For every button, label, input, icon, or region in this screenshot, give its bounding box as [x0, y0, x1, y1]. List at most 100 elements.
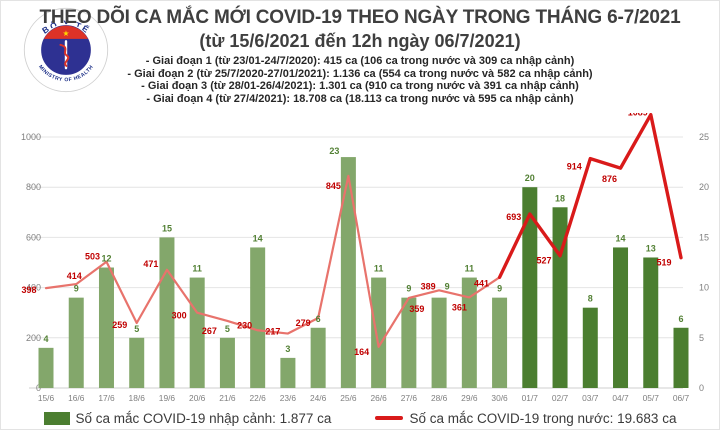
logo-snake-icon: [59, 43, 70, 67]
svg-text:5: 5: [699, 333, 704, 343]
svg-text:10: 10: [699, 283, 709, 293]
svg-text:279: 279: [296, 318, 311, 328]
logo-star-icon: ★: [63, 29, 70, 38]
svg-text:398: 398: [21, 285, 36, 295]
svg-text:693: 693: [506, 212, 521, 222]
svg-text:18: 18: [555, 193, 565, 203]
svg-text:20: 20: [525, 173, 535, 183]
svg-text:300: 300: [172, 311, 187, 321]
stage-3-summary: - Giai đoạn 3 (từ 28/01-26/4/2021): 1.30…: [141, 80, 579, 92]
stage-4-summary: - Giai đoạn 4 (từ 27/4/2021): 18.708 ca …: [146, 92, 574, 105]
imported-cases-swatch-icon: [43, 411, 70, 425]
svg-text:389: 389: [421, 281, 436, 291]
svg-text:9: 9: [497, 284, 502, 294]
svg-text:471: 471: [143, 259, 158, 269]
svg-text:503: 503: [85, 252, 100, 262]
svg-text:4: 4: [43, 334, 48, 344]
svg-text:14: 14: [616, 233, 626, 243]
svg-text:22/6: 22/6: [250, 393, 267, 403]
svg-text:600: 600: [26, 232, 41, 242]
logo-flag-segment: [43, 25, 89, 39]
svg-text:9: 9: [445, 282, 450, 292]
legend-imported-label: Số ca mắc COVID-19 nhập cảnh: 1.877 ca: [75, 410, 332, 426]
svg-text:13: 13: [646, 243, 656, 253]
svg-text:519: 519: [656, 258, 671, 268]
svg-text:03/7: 03/7: [582, 393, 599, 403]
svg-text:11: 11: [374, 264, 384, 274]
svg-text:06/7: 06/7: [673, 393, 690, 403]
svg-text:15/6: 15/6: [38, 393, 55, 403]
svg-text:25/6: 25/6: [340, 393, 357, 403]
svg-text:8: 8: [588, 294, 593, 304]
stage-1-summary: - Giai đoạn 1 (từ 23/01-24/7/2020): 415 …: [145, 55, 575, 67]
svg-text:9: 9: [406, 284, 411, 294]
svg-text:20: 20: [699, 182, 709, 192]
domestic-cases-swatch-icon: [375, 416, 404, 420]
svg-text:26/6: 26/6: [370, 393, 387, 403]
svg-text:267: 267: [202, 326, 217, 336]
svg-text:800: 800: [26, 182, 41, 192]
svg-text:230: 230: [237, 320, 252, 330]
chart-legend: Số ca mắc COVID-19 nhập cảnh: 1.877 ca S…: [1, 407, 719, 429]
svg-text:414: 414: [67, 271, 82, 281]
svg-text:29/6: 29/6: [461, 393, 478, 403]
svg-text:876: 876: [602, 174, 617, 184]
legend-domestic-cases: Số ca mắc COVID-19 trong nước: 19.683 ca: [375, 411, 676, 426]
svg-text:30/6: 30/6: [491, 393, 508, 403]
svg-text:24/6: 24/6: [310, 393, 327, 403]
covid-daily-cases-chart: 0 200 400 600 800 1000 0 5 10 15 20 25 15/6 16/6 17/6 1…: [21, 113, 709, 403]
svg-text:15: 15: [162, 223, 172, 233]
legend-domestic-label: Số ca mắc COVID-19 trong nước: 19.683 ca: [409, 410, 677, 426]
svg-text:11: 11: [465, 264, 475, 274]
svg-text:19/6: 19/6: [159, 393, 176, 403]
svg-text:845: 845: [326, 181, 341, 191]
svg-text:20/6: 20/6: [189, 393, 206, 403]
header: THEO DÕI CA MẮC MỚI COVID-19 THEO NGÀY T…: [1, 7, 719, 105]
svg-text:25: 25: [699, 132, 709, 142]
page-title: THEO DÕI CA MẮC MỚI COVID-19 THEO NGÀY T…: [39, 7, 681, 28]
svg-text:5: 5: [134, 324, 139, 334]
svg-text:0: 0: [36, 383, 41, 393]
svg-text:1000: 1000: [21, 132, 41, 142]
svg-text:527: 527: [537, 256, 552, 266]
svg-text:5: 5: [225, 324, 230, 334]
legend-imported-cases: Số ca mắc COVID-19 nhập cảnh: 1.877 ca: [43, 410, 332, 426]
svg-text:15: 15: [699, 232, 709, 242]
svg-text:05/7: 05/7: [643, 393, 660, 403]
svg-text:11: 11: [192, 264, 202, 274]
svg-text:17/6: 17/6: [98, 393, 115, 403]
svg-text:12: 12: [101, 254, 111, 264]
svg-text:23: 23: [329, 146, 339, 156]
stage-2-summary: - Giai đoạn 2 (từ 25/7/2020-27/01/2021):…: [127, 67, 593, 80]
ministry-of-health-logo: BỘ Y TẾ MINISTRY OF HEALTH ★: [23, 7, 109, 93]
page-subtitle: (từ 15/6/2021 đến 12h ngày 06/7/2021): [199, 31, 521, 51]
stage-summary-list: - Giai đoạn 1 (từ 23/01-24/7/2020): 415 …: [1, 55, 719, 105]
svg-text:3: 3: [285, 344, 290, 354]
svg-text:01/7: 01/7: [522, 393, 539, 403]
svg-text:9: 9: [74, 284, 79, 294]
svg-text:27/6: 27/6: [401, 393, 418, 403]
svg-text:441: 441: [474, 278, 489, 288]
svg-text:259: 259: [112, 320, 127, 330]
svg-text:0: 0: [699, 383, 704, 393]
svg-text:359: 359: [409, 304, 424, 314]
svg-text:28/6: 28/6: [431, 393, 448, 403]
svg-text:04/7: 04/7: [612, 393, 629, 403]
svg-text:200: 200: [26, 333, 41, 343]
svg-text:16/6: 16/6: [68, 393, 85, 403]
svg-text:21/6: 21/6: [219, 393, 236, 403]
svg-text:02/7: 02/7: [552, 393, 569, 403]
svg-text:217: 217: [265, 327, 280, 337]
svg-text:914: 914: [567, 162, 582, 172]
svg-text:23/6: 23/6: [280, 393, 297, 403]
ministry-of-health-logo-icon: BỘ Y TẾ MINISTRY OF HEALTH ★: [23, 7, 109, 93]
svg-text:1089: 1089: [628, 113, 648, 118]
svg-text:6: 6: [678, 314, 683, 324]
svg-text:18/6: 18/6: [129, 393, 146, 403]
svg-text:6: 6: [316, 314, 321, 324]
svg-text:361: 361: [452, 302, 467, 312]
svg-text:400: 400: [26, 283, 41, 293]
svg-text:164: 164: [354, 347, 369, 357]
svg-text:14: 14: [253, 233, 263, 243]
